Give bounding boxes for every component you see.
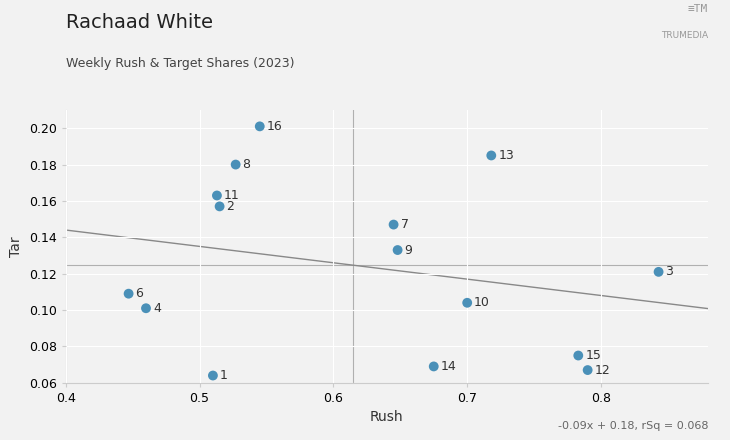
Text: ≡TM: ≡TM	[688, 4, 708, 15]
Text: 12: 12	[595, 363, 610, 377]
Text: 7: 7	[401, 218, 409, 231]
Text: 11: 11	[224, 189, 239, 202]
Point	[254, 123, 266, 130]
Point	[214, 203, 226, 210]
Point	[653, 268, 664, 275]
Text: -0.09x + 0.18, rSq = 0.068: -0.09x + 0.18, rSq = 0.068	[558, 421, 708, 431]
Text: TRUMEDIA: TRUMEDIA	[661, 31, 708, 40]
Point	[485, 152, 497, 159]
Text: 1: 1	[220, 369, 228, 382]
Point	[123, 290, 134, 297]
Point	[392, 246, 404, 253]
Point	[207, 372, 219, 379]
Point	[140, 305, 152, 312]
Text: Weekly Rush & Target Shares (2023): Weekly Rush & Target Shares (2023)	[66, 57, 294, 70]
Point	[211, 192, 223, 199]
Point	[572, 352, 584, 359]
Point	[388, 221, 399, 228]
Text: 15: 15	[585, 349, 601, 362]
Point	[230, 161, 242, 168]
Text: 6: 6	[136, 287, 143, 300]
Text: 3: 3	[666, 265, 673, 279]
Text: 4: 4	[153, 302, 161, 315]
Text: 14: 14	[441, 360, 456, 373]
Point	[428, 363, 439, 370]
Text: 9: 9	[404, 243, 412, 257]
X-axis label: Rush: Rush	[370, 411, 404, 425]
Text: 2: 2	[226, 200, 234, 213]
Y-axis label: Tar: Tar	[9, 236, 23, 257]
Text: 13: 13	[499, 149, 514, 162]
Text: 10: 10	[474, 296, 490, 309]
Point	[582, 367, 593, 374]
Text: 16: 16	[266, 120, 283, 133]
Text: Rachaad White: Rachaad White	[66, 13, 212, 32]
Text: 8: 8	[242, 158, 250, 171]
Point	[461, 299, 473, 306]
